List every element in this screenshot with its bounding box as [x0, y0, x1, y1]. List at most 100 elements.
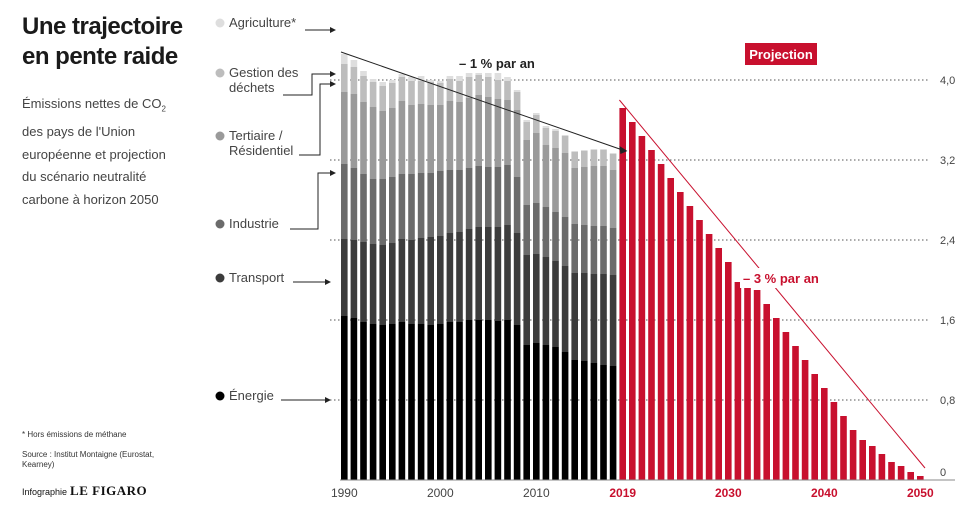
bar-segment [542, 345, 550, 480]
bar-segment [360, 242, 367, 322]
bar-segment [581, 151, 588, 167]
trend-arrowhead [619, 146, 628, 154]
bar-segment [379, 111, 386, 179]
bar-segment [485, 77, 492, 97]
x-tick-label: 2030 [715, 486, 742, 500]
bar-segment [408, 174, 415, 240]
bar-segment [571, 152, 578, 168]
axes: 0 0,8 1,6 2,4 3,2 4,0 1990 2000 2010 2019 2030 2040… [331, 75, 955, 500]
projection-bar [667, 178, 674, 480]
bar-segment [437, 81, 444, 83]
legend-label-line: Agriculture* [229, 15, 296, 30]
bar-segment [485, 167, 492, 227]
projection-bar [840, 416, 847, 480]
projection-bar [801, 360, 809, 480]
bar-segment [571, 151, 578, 152]
bar-segment [389, 243, 396, 324]
bar-segment [369, 179, 377, 244]
bar-segment [475, 320, 482, 480]
bar-segment [581, 150, 588, 151]
y-tick-label: 3,2 [940, 155, 955, 167]
subtitle-text-1: Émissions nettes de CO [22, 96, 162, 111]
bar-segment [408, 81, 415, 105]
bar-segment [360, 76, 367, 102]
bar-segment [609, 228, 617, 275]
bar-segment [475, 227, 482, 320]
bar-segment [427, 80, 434, 82]
bar-segment [581, 361, 588, 480]
bar-segment [446, 101, 454, 170]
bar-segment [494, 80, 502, 99]
bar-segment [513, 325, 521, 480]
bar-segment [475, 75, 482, 95]
bar-segment [465, 71, 473, 77]
arrowhead [325, 397, 331, 403]
projection-bar [907, 472, 914, 480]
arrow-dechets [283, 73, 330, 96]
projection-trend-label-bg [740, 268, 812, 288]
historical-trend-label: – 1 % par an [459, 56, 535, 71]
bar-segment [350, 60, 358, 67]
bar-segment [417, 76, 425, 81]
bar-segment [417, 238, 425, 324]
bar-segment [389, 80, 396, 83]
bar-segment [609, 170, 617, 228]
bar-segment [581, 167, 588, 225]
bars-group [341, 54, 924, 480]
bar-segment [379, 179, 386, 245]
bar-segment [379, 82, 386, 86]
bar-segment [571, 224, 578, 273]
bar-segment [494, 99, 502, 167]
bar-segment [398, 74, 406, 77]
bar-segment [494, 167, 502, 227]
bar-segment [379, 245, 386, 325]
bar-segment [446, 322, 454, 480]
bar-segment [513, 233, 521, 325]
bar-segment [571, 273, 578, 360]
bar-segment [513, 177, 521, 233]
projection-badge [745, 43, 817, 65]
bar-segment [465, 168, 473, 229]
bar-segment [581, 273, 588, 361]
bar-segment [609, 275, 617, 366]
projection-bar [888, 462, 895, 480]
bar-segment [408, 77, 415, 81]
bar-segment [552, 131, 559, 148]
bar-segment [437, 236, 444, 324]
projection-bar [629, 122, 636, 480]
bar-segment [465, 320, 473, 480]
bar-segment [398, 174, 406, 239]
projection-bar [897, 466, 905, 480]
projection-bar [705, 234, 713, 480]
arrowhead [330, 27, 336, 33]
bar-segment [504, 225, 511, 320]
projection-bar [744, 282, 751, 480]
bar-segment [523, 345, 530, 480]
bar-segment [446, 170, 454, 233]
bar-segment [552, 148, 559, 212]
bar-segment [590, 363, 598, 480]
source-note: Source : Institut Montaigne (Eurostat, K… [22, 450, 155, 469]
bar-segment [417, 104, 425, 173]
legend-label-line: déchets [229, 80, 275, 95]
bar-segment [542, 207, 550, 257]
bar-segment [427, 105, 434, 173]
bar-segment [485, 320, 492, 480]
bar-segment [523, 140, 530, 205]
bar-segment [590, 226, 598, 274]
bar-segment [456, 232, 463, 322]
page-title: Une trajectoire en pente raide [22, 13, 183, 70]
projection-bar [619, 108, 626, 480]
bar-segment [523, 120, 530, 122]
projection-bar [782, 332, 790, 480]
legend-label: Agriculture* [229, 15, 296, 30]
bar-segment [542, 126, 550, 128]
bar-segment [437, 105, 444, 171]
bar-segment [437, 83, 444, 105]
bar-segment [533, 203, 540, 254]
x-tick-label: 2019 [609, 486, 636, 500]
legend: Agriculture* Gestion des déchets Tertiaire … [215, 15, 336, 403]
bar-segment [350, 318, 358, 480]
bar-segment [504, 81, 511, 100]
